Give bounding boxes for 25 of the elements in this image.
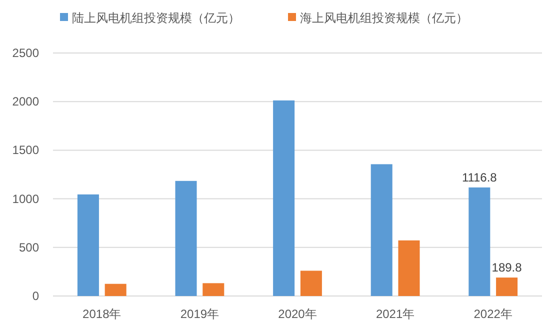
bar — [370, 164, 392, 296]
bar — [398, 240, 420, 296]
y-tick-label: 500 — [18, 240, 40, 254]
y-tick-label: 1500 — [12, 143, 40, 158]
bar — [468, 187, 490, 296]
y-tick-label: 1000 — [12, 192, 40, 206]
x-tick-label: 2020年 — [278, 307, 317, 321]
bar — [273, 100, 295, 296]
data-label: 189.8 — [492, 260, 522, 275]
y-tick-label: 0 — [32, 289, 40, 303]
x-tick-label: 2019年 — [180, 307, 220, 321]
bar — [77, 194, 99, 296]
legend-label: 陆上风电机组投资规模（亿元） — [72, 11, 240, 25]
bar — [300, 270, 322, 296]
y-tick-label: 2000 — [12, 94, 40, 109]
bar — [496, 278, 518, 296]
data-label: 1116.8 — [462, 170, 498, 184]
x-tick-label: 2018年 — [82, 307, 122, 321]
x-tick-label: 2021年 — [376, 307, 415, 321]
bar — [175, 180, 197, 296]
bar — [202, 283, 224, 296]
legend-label: 海上风电机组投资规模（亿元） — [300, 11, 468, 25]
bar — [104, 284, 126, 296]
y-tick-label: 2500 — [12, 46, 40, 60]
x-tick-label: 2022年 — [474, 307, 512, 321]
